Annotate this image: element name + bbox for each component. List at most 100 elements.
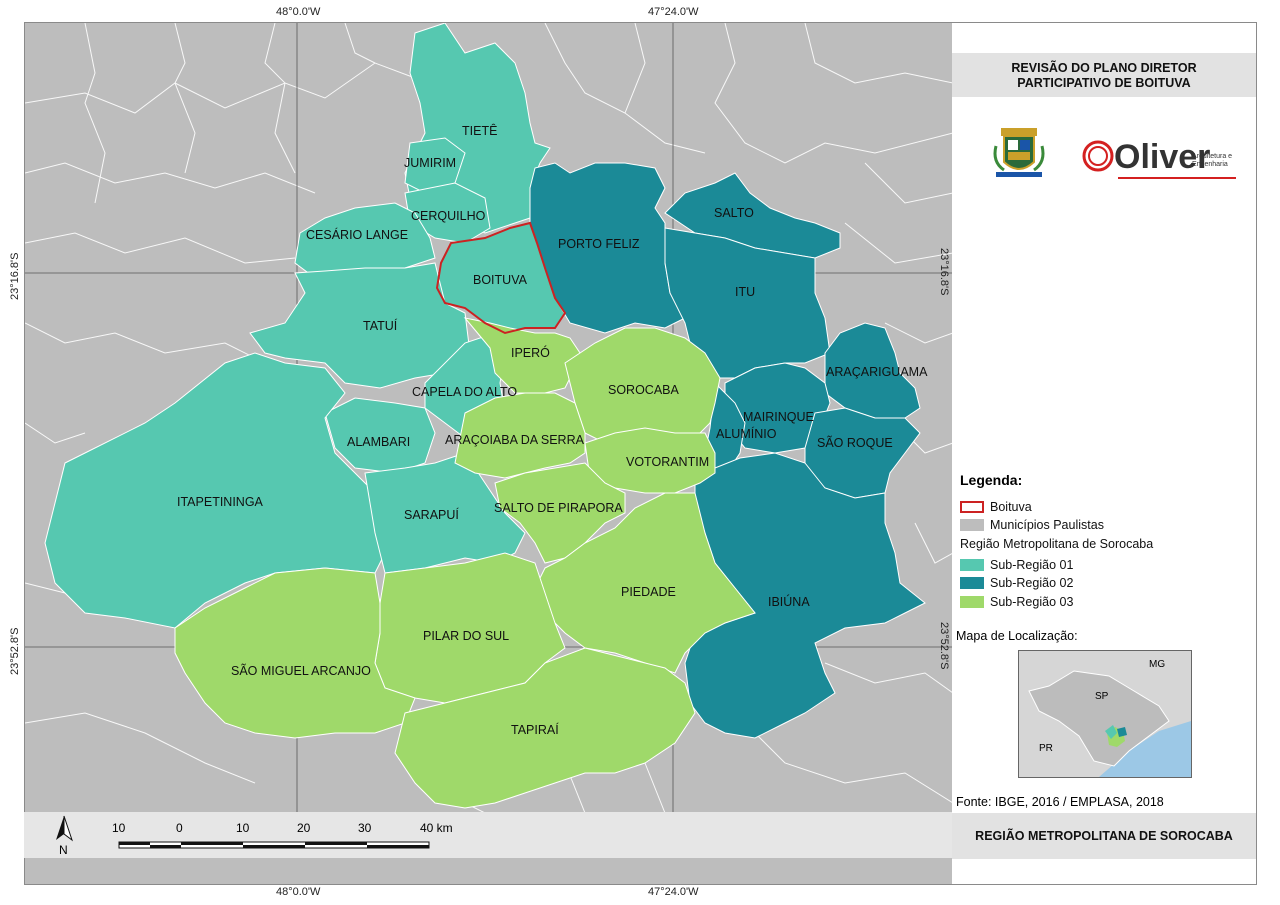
location-label-mg: MG bbox=[1149, 659, 1165, 670]
scale-bar-band: N 10 0 10 20 30 40 km bbox=[24, 812, 952, 858]
source-text: Fonte: IBGE, 2016 / EMPLASA, 2018 bbox=[956, 795, 1164, 809]
label-sorocaba: SOROCABA bbox=[608, 383, 680, 397]
legend-item-sub03: Sub-Região 03 bbox=[960, 594, 1073, 610]
legend-item-sub02: Sub-Região 02 bbox=[960, 575, 1073, 591]
info-panel: REVISÃO DO PLANO DIRETOR PARTICIPATIVO D… bbox=[952, 22, 1257, 885]
map-subtitle: REGIÃO METROPOLITANA DE SOROCABA bbox=[952, 813, 1256, 859]
legend-item-municipios: Municípios Paulistas bbox=[960, 517, 1104, 533]
coord-lat-upper-right: 23°16.8'S bbox=[938, 248, 950, 296]
municipality-alambari bbox=[324, 397, 436, 474]
municipality-aracoiaba-da-serra bbox=[454, 392, 586, 479]
coord-lon-left-top: 48°0.0'W bbox=[276, 6, 321, 18]
legend-label: Boituva bbox=[990, 500, 1032, 514]
location-label-sp: SP bbox=[1095, 691, 1109, 702]
label-salto: SALTO bbox=[714, 206, 754, 220]
scale-label-5: 40 km bbox=[420, 821, 453, 835]
location-sp-state bbox=[1028, 670, 1170, 767]
legend-swatch-sub01 bbox=[960, 559, 984, 571]
label-sarapui: SARAPUÍ bbox=[404, 507, 459, 522]
label-itapetininga: ITAPETININGA bbox=[177, 495, 264, 509]
legend-label: Sub-Região 02 bbox=[990, 576, 1074, 590]
legend-title: Legenda: bbox=[960, 472, 1023, 488]
label-ibiuna: IBIÚNA bbox=[768, 594, 810, 609]
scale-label-3: 20 bbox=[297, 821, 311, 835]
legend-group-heading: Região Metropolitana de Sorocaba bbox=[960, 536, 1153, 552]
label-cerquilho: CERQUILHO bbox=[411, 209, 486, 223]
municipality-salto-de-pirapora bbox=[494, 462, 626, 564]
legend-item-boituva: Boituva bbox=[960, 499, 1032, 515]
municipality-tatui bbox=[249, 262, 471, 389]
location-map-svg: MG SP PR bbox=[1028, 659, 1191, 777]
coord-lon-right-bottom: 47°24.0'W bbox=[648, 886, 699, 898]
label-alambari: ALAMBARI bbox=[347, 435, 410, 449]
north-arrow-icon: N bbox=[56, 815, 73, 857]
label-pilar-do-sul: PILAR DO SUL bbox=[423, 629, 509, 643]
coord-lon-left-bottom: 48°0.0'W bbox=[276, 886, 321, 898]
sub-region-01 bbox=[44, 23, 566, 629]
municipality-itu bbox=[664, 227, 831, 379]
location-map: MG SP PR bbox=[1018, 650, 1192, 778]
municipality-sorocaba bbox=[564, 327, 721, 444]
label-aracoiaba-da-serra: ARAÇOIABA DA SERRA bbox=[445, 433, 585, 447]
legend-label: Sub-Região 03 bbox=[990, 595, 1074, 609]
map-frame: TIETÊ JUMIRIM CERQUILHO CESÁRIO LANGE BO… bbox=[24, 22, 954, 885]
label-boituva: BOITUVA bbox=[473, 273, 528, 287]
scale-label-2: 10 bbox=[236, 821, 250, 835]
legend-swatch-sub02 bbox=[960, 577, 984, 589]
location-rms-sub01 bbox=[1105, 725, 1117, 739]
label-cesario-lange: CESÁRIO LANGE bbox=[306, 227, 408, 242]
oliver-tagline-1: Arquitetura e bbox=[1192, 153, 1232, 160]
legend-swatch-sub03 bbox=[960, 596, 984, 608]
label-tatui: TATUÍ bbox=[363, 318, 398, 333]
scale-label-0: 10 bbox=[112, 821, 126, 835]
legend-label: Sub-Região 01 bbox=[990, 558, 1074, 572]
label-porto-feliz: PORTO FELIZ bbox=[558, 237, 640, 251]
location-label-pr: PR bbox=[1039, 743, 1053, 754]
label-aluminio: ALUMÍNIO bbox=[716, 426, 777, 441]
north-arrow-and-scale: N 10 0 10 20 30 40 km bbox=[56, 815, 453, 857]
boituva-outline bbox=[435, 221, 567, 335]
oliver-brand: Oliver bbox=[1114, 138, 1210, 176]
municipality-labels: TIETÊ JUMIRIM CERQUILHO CESÁRIO LANGE BO… bbox=[177, 123, 928, 737]
north-label: N bbox=[59, 843, 68, 857]
coord-lat-lower-right: 23°52.8'S bbox=[938, 622, 950, 670]
label-tiete: TIETÊ bbox=[462, 123, 497, 138]
legend-swatch-municipios bbox=[960, 519, 984, 531]
map-title: REVISÃO DO PLANO DIRETOR PARTICIPATIVO D… bbox=[952, 53, 1256, 97]
label-aracariguama: ARAÇARIGUAMA bbox=[826, 365, 928, 379]
legend-label: Municípios Paulistas bbox=[990, 518, 1104, 532]
scale-bar: 10 0 10 20 30 40 km bbox=[112, 821, 453, 849]
legend-swatch-boituva bbox=[960, 501, 984, 513]
legend-label: Região Metropolitana de Sorocaba bbox=[960, 537, 1154, 551]
label-votorantim: VOTORANTIM bbox=[626, 455, 709, 469]
oliver-tagline-2: Engenharia bbox=[1192, 161, 1228, 168]
background-municipality-borders bbox=[25, 23, 953, 813]
scale-label-4: 30 bbox=[358, 821, 372, 835]
coord-lat-upper-left: 23°16.8'S bbox=[9, 252, 21, 300]
label-salto-de-pirapora: SALTO DE PIRAPORA bbox=[494, 501, 623, 515]
label-itu: ITU bbox=[735, 285, 755, 299]
regional-map: TIETÊ JUMIRIM CERQUILHO CESÁRIO LANGE BO… bbox=[25, 23, 953, 813]
logos: Oliver Arquitetura e Engenharia bbox=[952, 118, 1256, 198]
location-map-title: Mapa de Localização: bbox=[956, 629, 1078, 643]
label-tapirai: TAPIRAÍ bbox=[511, 722, 559, 737]
label-sao-miguel-arcanjo: SÃO MIGUEL ARCANJO bbox=[231, 664, 371, 678]
municipality-sao-miguel-arcanjo bbox=[174, 567, 416, 739]
oliver-logo: Oliver Arquitetura e Engenharia bbox=[1082, 138, 1236, 179]
label-ipero: IPERÓ bbox=[511, 345, 550, 360]
label-sao-roque: SÃO ROQUE bbox=[817, 436, 893, 450]
municipality-tapirai bbox=[394, 647, 696, 809]
coord-lat-lower-left: 23°52.8'S bbox=[9, 627, 21, 675]
coord-lon-right-top: 47°24.0'W bbox=[648, 6, 699, 18]
label-mairinque: MAIRINQUE bbox=[743, 410, 814, 424]
label-capela-do-alto: CAPELA DO ALTO bbox=[412, 385, 517, 399]
municipality-piedade bbox=[534, 492, 756, 674]
sub-region-03 bbox=[174, 317, 756, 809]
municipal-crest-icon bbox=[993, 128, 1045, 177]
location-rms-sub02 bbox=[1117, 727, 1127, 737]
location-ocean bbox=[1099, 721, 1191, 777]
legend-item-sub01: Sub-Região 01 bbox=[960, 557, 1073, 573]
label-jumirim: JUMIRIM bbox=[404, 156, 456, 170]
scale-label-1: 0 bbox=[176, 821, 183, 835]
label-piedade: PIEDADE bbox=[621, 585, 676, 599]
